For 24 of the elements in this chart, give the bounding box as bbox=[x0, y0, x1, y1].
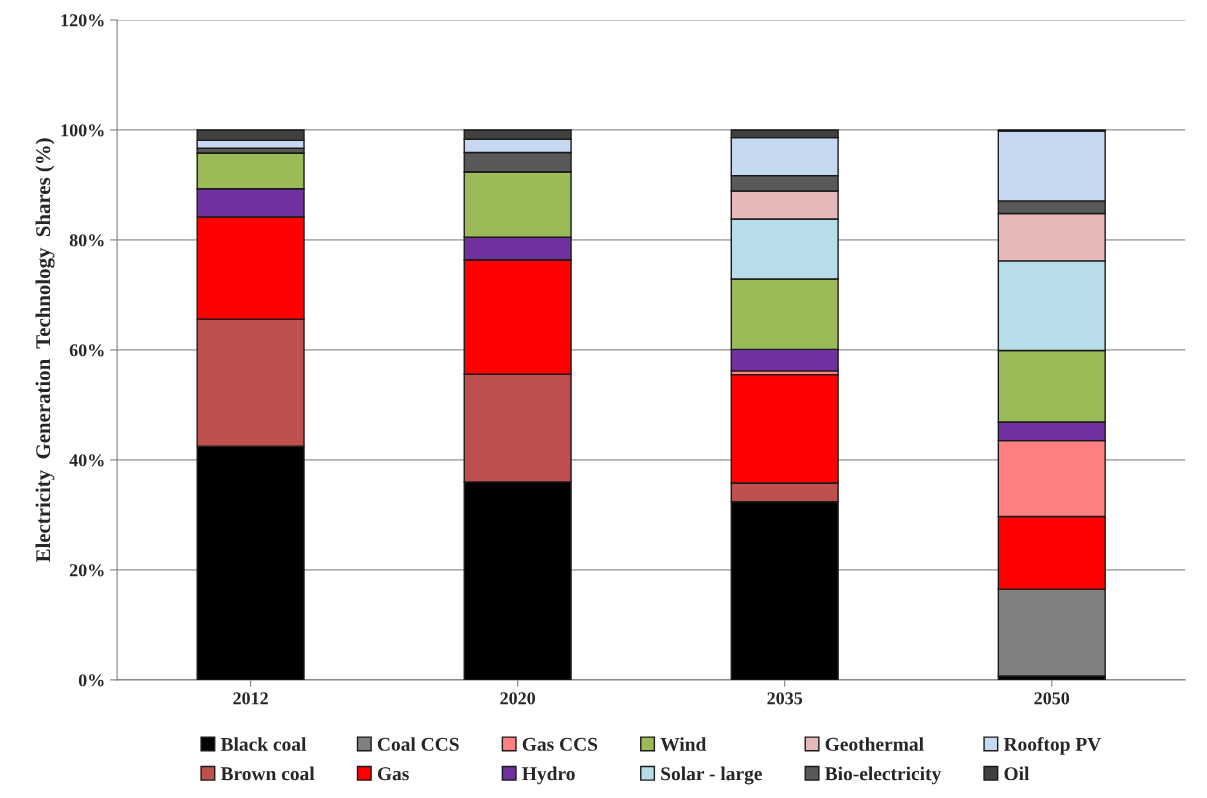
legend-label: Brown coal bbox=[220, 766, 315, 781]
y-tick-label: 40% bbox=[69, 454, 104, 467]
legend-label: Rooftop PV bbox=[1003, 736, 1102, 755]
y-tick-label: 60% bbox=[69, 344, 104, 357]
x-tick-label: 2020 bbox=[500, 692, 536, 705]
legend-label: Solar - large bbox=[661, 766, 762, 785]
legend-label: Gas bbox=[377, 767, 409, 781]
y-axis-title: Electricity Generation Technology Shares (%) bbox=[35, 138, 55, 563]
legend-label: Black coal bbox=[220, 737, 307, 751]
x-tick-label: 2050 bbox=[1034, 692, 1070, 705]
legend-label: Hydro bbox=[522, 766, 575, 785]
y-tick-label: 120% bbox=[61, 14, 104, 27]
legend-label: Gas CCS bbox=[522, 737, 598, 751]
x-tick-label: 2035 bbox=[767, 692, 803, 705]
legend-label: Geothermal bbox=[825, 737, 924, 751]
y-tick-label: 0% bbox=[78, 674, 104, 687]
legend-label: Wind bbox=[660, 737, 707, 751]
legend-label: Bio-electricity bbox=[825, 766, 942, 785]
legend-label: Oil bbox=[1004, 766, 1030, 781]
x-tick-label: 2012 bbox=[233, 692, 268, 705]
y-tick-label: 80% bbox=[69, 234, 104, 247]
legend-label: Coal CCS bbox=[377, 737, 459, 751]
y-tick-label: 100% bbox=[61, 124, 104, 137]
y-tick-label: 20% bbox=[69, 564, 104, 577]
